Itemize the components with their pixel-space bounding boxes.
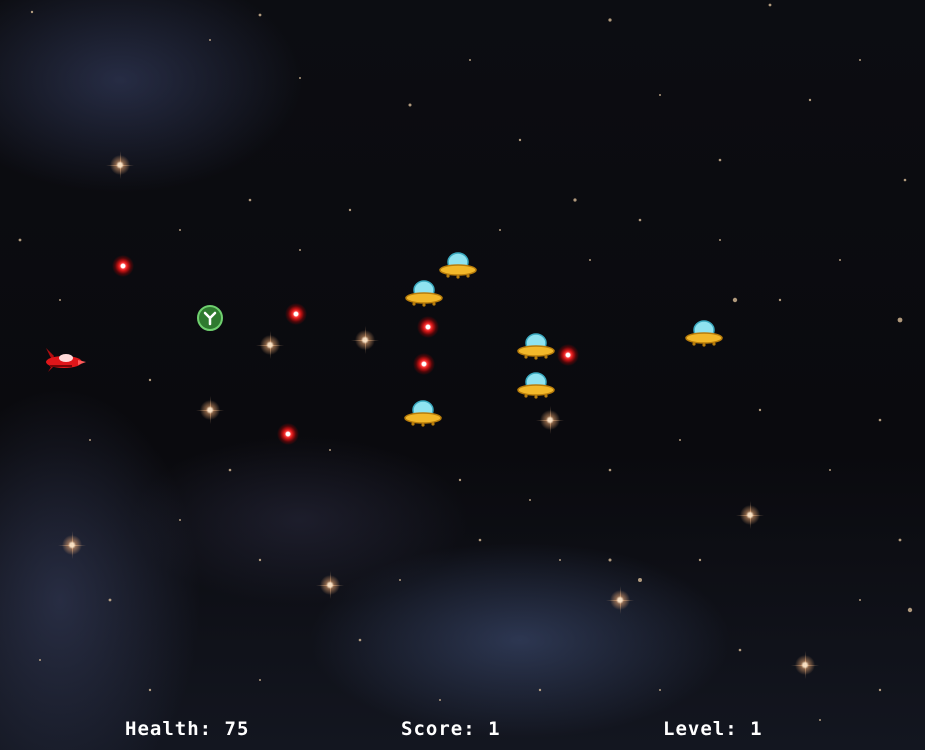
star-icon	[736, 501, 764, 529]
star-icon	[536, 406, 564, 434]
star-icon	[316, 571, 344, 599]
ufo-icon	[404, 279, 444, 309]
red-laser-icon	[557, 344, 579, 366]
ufo-icon	[438, 251, 478, 281]
star-icon	[58, 531, 86, 559]
red-laser-icon	[285, 303, 307, 325]
ufo-icon	[516, 332, 556, 362]
ufo-icon	[403, 399, 443, 429]
star-icon	[256, 331, 284, 359]
star-icon	[606, 586, 634, 614]
level-label: Level:	[663, 718, 738, 740]
red-laser-icon	[413, 353, 435, 375]
score-display: Score: 1	[401, 718, 501, 740]
star-icon	[106, 151, 134, 179]
level-value: 1	[750, 718, 763, 740]
green-powerup-icon	[197, 305, 223, 331]
score-value: 1	[488, 718, 501, 740]
red-laser-icon	[112, 255, 134, 277]
star-icon	[196, 396, 224, 424]
level-display: Level: 1	[663, 718, 763, 740]
player-ship-icon	[44, 346, 86, 376]
star-icon	[791, 651, 819, 679]
ufo-icon	[684, 319, 724, 349]
ufo-icon	[516, 371, 556, 401]
health-label: Health:	[125, 718, 213, 740]
health-display: Health: 75	[125, 718, 249, 740]
star-icon	[351, 326, 379, 354]
red-laser-icon	[277, 423, 299, 445]
red-laser-icon	[417, 316, 439, 338]
hud-bar: Health: 75 Score: 1 Level: 1	[0, 710, 925, 750]
health-value: 75	[224, 718, 250, 740]
score-label: Score:	[401, 718, 476, 740]
